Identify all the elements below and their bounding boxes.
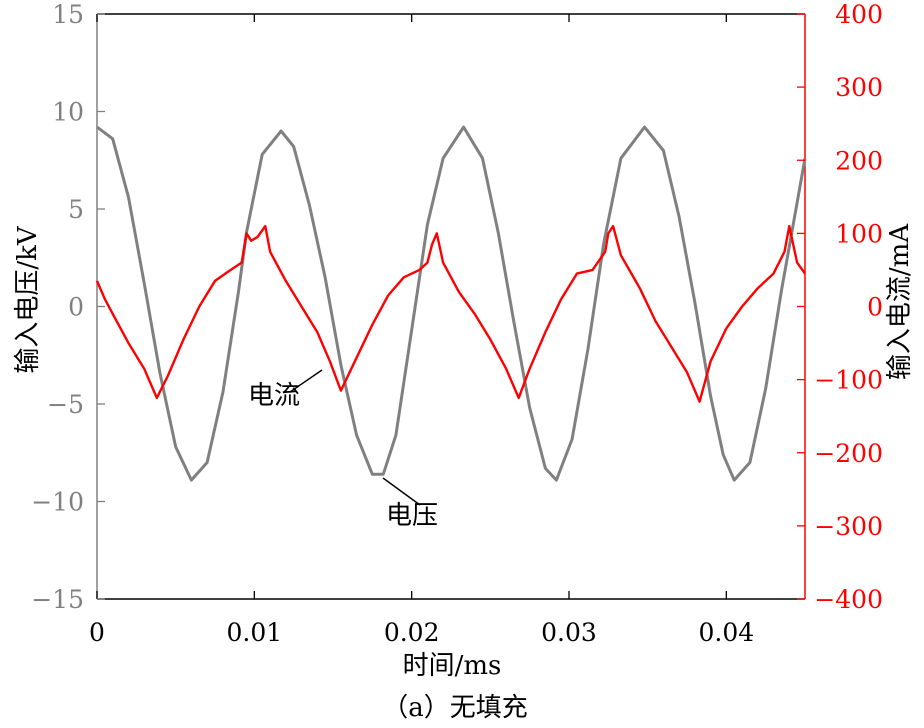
y-left-tick-label: −10 [31,488,84,517]
y-left-tick-label: 10 [52,98,84,127]
y-right-tick-label: 300 [835,73,883,102]
y-right-tick-label: 200 [835,146,883,175]
current-series-line [95,224,806,403]
y-right-tick-label: 0 [867,293,883,322]
x-tick-label: 0.01 [226,618,282,647]
current-annotation: 电流 [248,381,300,411]
y-axis-right-label: 输入电流/mA [885,223,915,380]
y-right-tick-label: −100 [814,366,883,395]
y-left-tick-label: −5 [47,390,84,419]
x-tick-label: 0 [89,618,105,647]
y-right-tick-label: 400 [835,0,883,29]
x-tick-label: 0.03 [541,618,597,647]
x-axis-label: 时间/ms [403,651,502,681]
y-right-tick-label: −300 [814,512,883,541]
plot-frame [96,13,806,600]
series-layer [95,125,807,482]
y-right-tick-label: −400 [814,585,883,614]
y-left-tick-label: −15 [31,585,84,614]
voltage-series-line [96,125,807,482]
ticks-layer: 0 0.01 0.02 0.03 0.04 −15 −10 −5 0 5 10 15 −400 −300 −… [31,0,883,647]
y-left-tick-label: 5 [68,195,84,224]
current-annotation-leader [289,369,323,393]
y-left-tick-label: 15 [52,0,84,29]
y-left-tick-label: 0 [68,293,84,322]
chart-caption: （a）无填充 [382,693,528,723]
x-tick-label: 0.04 [698,618,754,647]
y-right-tick-label: −200 [814,439,883,468]
x-tick-label: 0.02 [384,618,440,647]
voltage-annotation-leader [382,477,421,506]
voltage-annotation: 电压 [386,501,438,531]
y-right-tick-label: 100 [835,219,883,248]
y-axis-left-label: 输入电压/kV [13,225,43,374]
